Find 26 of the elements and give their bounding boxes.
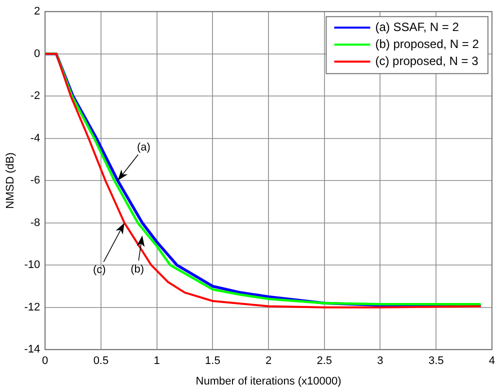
annotation: (a) [136, 142, 150, 154]
x-tick-label: 4 [488, 355, 496, 368]
y-tick-label: -4 [30, 132, 40, 144]
x-tick-label: 2 [265, 355, 272, 368]
y-tick-label: -6 [30, 174, 40, 187]
y-tick-label: 0 [34, 48, 40, 60]
x-tick-label: 0.5 [93, 355, 109, 368]
legend-label: (a) SSAF, N = 2 [375, 20, 460, 34]
x-tick-label: 2.5 [316, 355, 332, 368]
x-tick-label: 0 [42, 355, 48, 368]
y-tick-label: -8 [30, 216, 40, 229]
y-tick-label: -10 [24, 259, 40, 272]
y-tick-label: -14 [24, 344, 40, 356]
y-tick-label: 2 [34, 6, 40, 18]
legend-label: (c) proposed, N = 3 [375, 54, 479, 68]
x-tick-label: 1 [154, 355, 160, 368]
annotation: (b) [130, 264, 144, 276]
x-axis-title: Number of iterations (x10000) [196, 375, 342, 388]
y-tick-label: -2 [30, 90, 40, 102]
x-tick-label: 1.5 [205, 355, 220, 368]
y-axis-title: NMSD (dB) [4, 152, 17, 209]
x-tick-label: 3 [377, 355, 384, 368]
y-tick-label: -12 [24, 301, 40, 314]
x-tick-label: 3.5 [428, 355, 444, 368]
annotation: (c) [93, 264, 106, 276]
legend-label: (b) proposed, N = 2 [375, 36, 480, 51]
